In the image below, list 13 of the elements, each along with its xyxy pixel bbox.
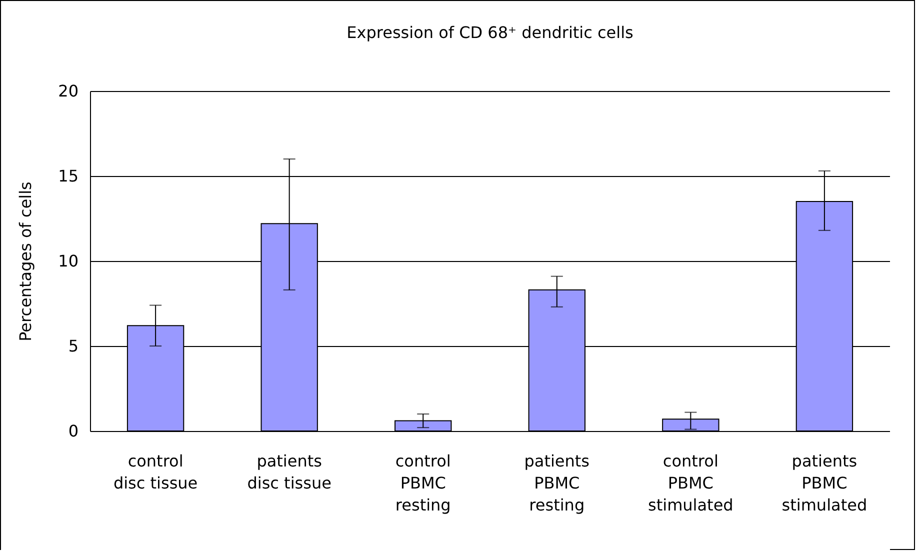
- x-tick-label: patients PBMC resting: [524, 452, 590, 514]
- x-tick-label: control PBMC resting: [395, 452, 451, 514]
- y-tick-label: 20: [58, 82, 78, 100]
- x-tick-label: control PBMC stimulated: [648, 452, 734, 514]
- y-axis-title: Percentages of cells: [16, 182, 36, 342]
- y-tick-label: 10: [58, 252, 78, 270]
- x-tick-label: patients disc tissue: [247, 452, 332, 492]
- y-tick-label: 15: [58, 166, 78, 186]
- x-tick-label: patients PBMC stimulated: [782, 452, 868, 514]
- y-tick-label: 0: [68, 422, 78, 440]
- x-tick-label: control disc tissue: [113, 452, 198, 492]
- chart-title: Expression of CD 68⁺ dendritic cells: [346, 23, 634, 42]
- y-tick-label: 5: [68, 336, 78, 356]
